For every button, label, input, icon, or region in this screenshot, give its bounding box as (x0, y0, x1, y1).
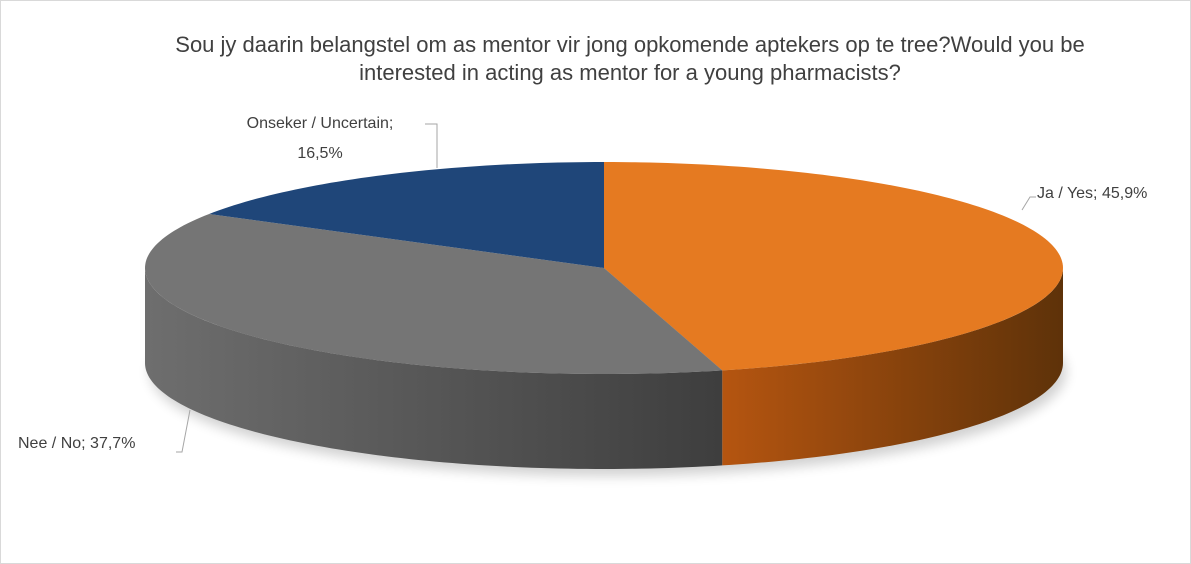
label-separator: ; (81, 435, 85, 452)
chart-title: Sou jy daarin belangstel om as mentor vi… (175, 32, 1084, 85)
label-category: Nee / No (18, 435, 81, 452)
slice-top (604, 162, 1063, 371)
slice-top (145, 213, 723, 374)
pie (145, 162, 1063, 469)
label-category: Ja / Yes (1037, 185, 1093, 202)
leader-line (176, 409, 191, 453)
data-label: Nee / No; 37,7% (18, 435, 135, 452)
leader-line (425, 123, 438, 168)
slice-side (145, 268, 723, 469)
title-line: Sou jy daarin belangstel om as mentor vi… (175, 32, 1084, 57)
label-value: 16,5% (297, 145, 342, 162)
label-separator: ; (1093, 185, 1097, 202)
title-line: interested in acting as mentor for a you… (359, 60, 901, 85)
slice-top (209, 162, 604, 268)
label-value: 45,9% (1102, 185, 1147, 202)
label-separator: ; (389, 115, 393, 132)
data-label: Onseker / Uncertain; 16,5% (247, 115, 394, 162)
slice-side (722, 268, 1063, 466)
data-label: Ja / Yes; 45,9% (1037, 185, 1147, 202)
label-value: 37,7% (90, 435, 135, 452)
label-category: Onseker / Uncertain (247, 115, 389, 132)
leader-line (1021, 196, 1036, 211)
